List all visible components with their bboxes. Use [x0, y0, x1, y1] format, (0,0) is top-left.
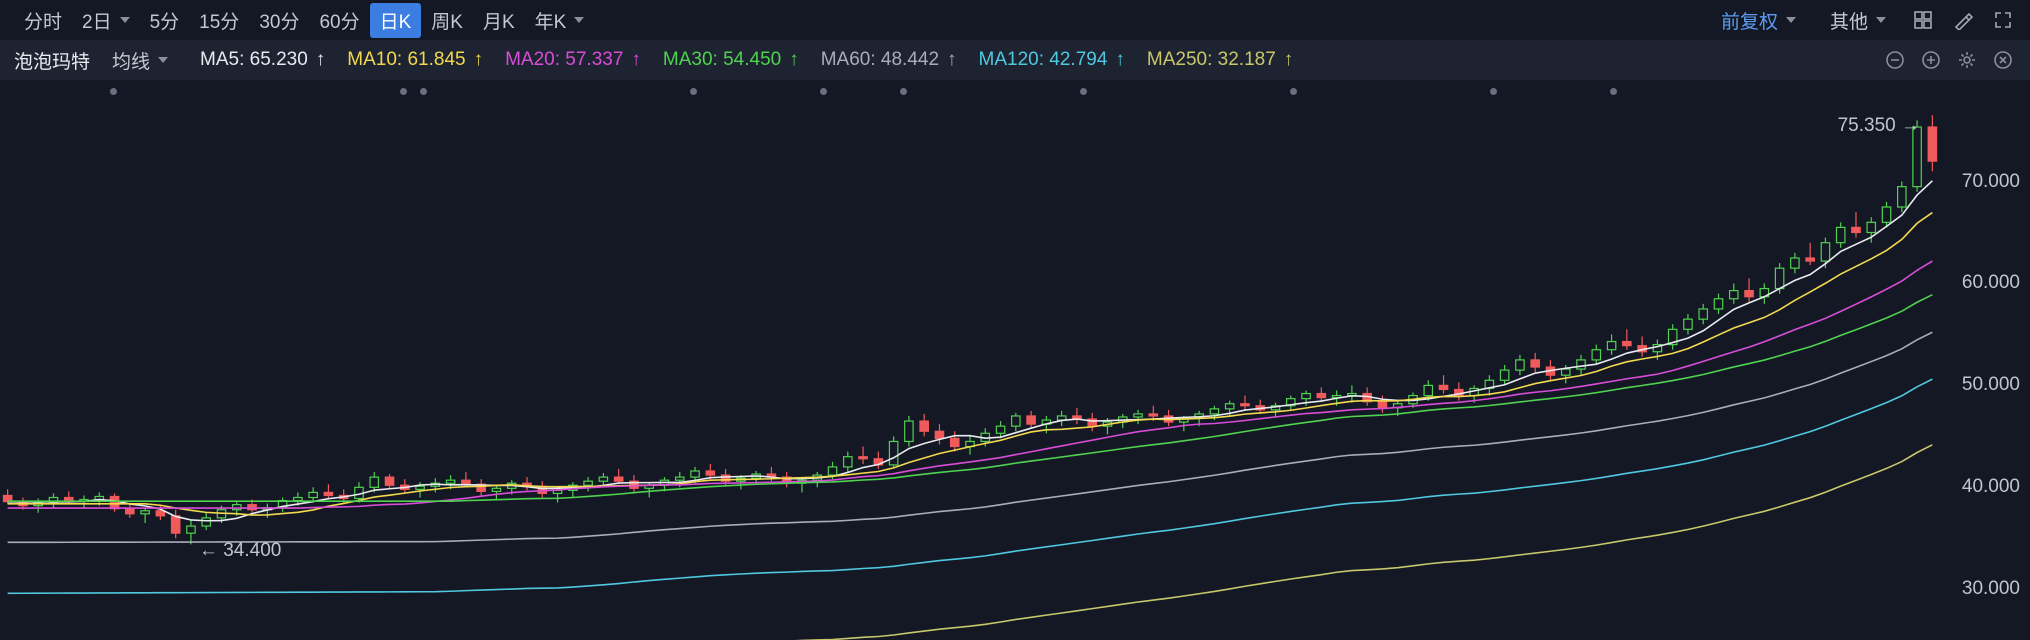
month-marker-dot	[110, 88, 117, 95]
month-marker-dot	[420, 88, 427, 95]
stock-name: 泡泡玛特	[14, 47, 90, 74]
other-dropdown[interactable]: 其他	[1820, 3, 1896, 38]
ma-selector-dropdown[interactable]: 均线	[112, 43, 178, 78]
grid-layout-icon[interactable]	[1910, 7, 1936, 33]
legend-ma250: MA250: 32.187	[1147, 49, 1293, 71]
timeframe-月K[interactable]: 月K	[473, 3, 525, 38]
close-panel-icon[interactable]	[1990, 47, 2016, 73]
legend-ma20: MA20: 57.337	[505, 49, 641, 71]
adjust-dropdown[interactable]: 前复权	[1711, 3, 1806, 38]
y-tick-label: 50.000	[1962, 374, 2020, 396]
month-marker-dot	[900, 88, 907, 95]
zoom-out-icon[interactable]	[1882, 47, 1908, 73]
timeframe-分时[interactable]: 分时	[14, 3, 72, 38]
fullscreen-icon[interactable]	[1990, 7, 2016, 33]
timeframe-15分[interactable]: 15分	[189, 3, 249, 38]
y-tick-label: 70.000	[1962, 171, 2020, 193]
timeframe-toolbar: 分时2日5分15分30分60分日K周K月K年K 前复权 其他	[0, 0, 2030, 40]
draw-tool-icon[interactable]	[1950, 7, 1976, 33]
month-marker-dot	[1490, 88, 1497, 95]
month-marker-dot	[1080, 88, 1087, 95]
timeframe-60分[interactable]: 60分	[309, 3, 369, 38]
month-marker-dot	[400, 88, 407, 95]
timeframe-周K[interactable]: 周K	[421, 3, 473, 38]
settings-icon[interactable]	[1954, 47, 1980, 73]
timeframe-年K[interactable]: 年K	[525, 3, 595, 38]
low-annotation: ← 34.400	[199, 540, 281, 562]
candlestick-chart[interactable]: 30.00040.00050.00060.00070.000 ← 34.400 …	[0, 80, 2030, 640]
month-marker-dot	[690, 88, 697, 95]
last-price-annotation: 75.350 →	[1838, 115, 1920, 137]
timeframe-5分[interactable]: 5分	[140, 3, 190, 38]
legend-ma60: MA60: 48.442	[821, 49, 957, 71]
legend-bar: 泡泡玛特 均线 MA5: 65.230 MA10: 61.845 MA20: 57.…	[0, 40, 2030, 80]
month-marker-dot	[1610, 88, 1617, 95]
y-tick-label: 40.000	[1962, 476, 2020, 498]
timeframe-日K[interactable]: 日K	[370, 3, 422, 38]
legend-ma120: MA120: 42.794	[979, 49, 1125, 71]
legend-ma5: MA5: 65.230	[200, 49, 325, 71]
month-marker-dot	[820, 88, 827, 95]
legend-ma30: MA30: 54.450	[663, 49, 799, 71]
legend-ma10: MA10: 61.845	[347, 49, 483, 71]
y-tick-label: 60.000	[1962, 272, 2020, 294]
timeframe-2日[interactable]: 2日	[72, 3, 140, 38]
timeframe-30分[interactable]: 30分	[249, 3, 309, 38]
month-marker-dot	[1290, 88, 1297, 95]
zoom-in-icon[interactable]	[1918, 47, 1944, 73]
y-tick-label: 30.000	[1962, 578, 2020, 600]
